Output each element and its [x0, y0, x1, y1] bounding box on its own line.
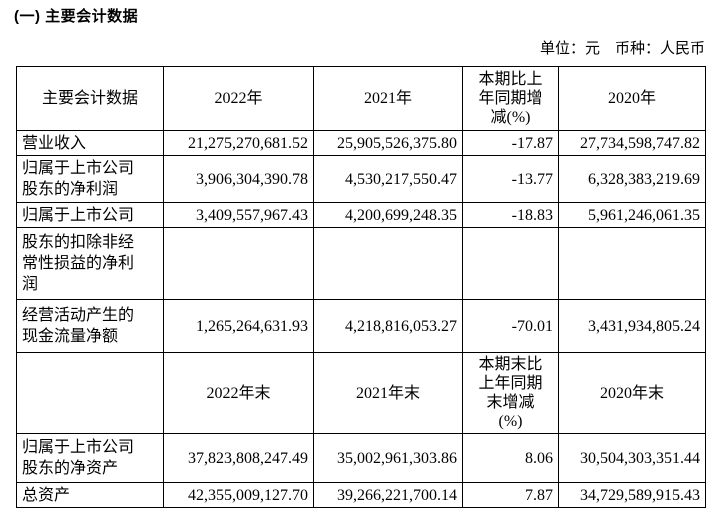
- cell-value: -18.83: [462, 202, 559, 228]
- cell-value: 4,200,699,248.35: [313, 202, 463, 228]
- cell-value: 30,504,303,351.44: [558, 433, 706, 483]
- cell-value: 42,355,009,127.70: [163, 482, 314, 508]
- header-yearend-2022: 2022年末: [163, 352, 314, 434]
- header-year-2021: 2021年: [313, 66, 463, 131]
- cell-value: 37,823,808,247.49: [163, 433, 314, 483]
- header-yoy-change-pct: 本期比上 年同期增 减(%): [462, 66, 559, 131]
- table-row-net-assets: 归属于上市公司 股东的净资产 37,823,808,247.49 35,002,…: [16, 433, 706, 483]
- cell-value: 25,905,526,375.80: [313, 130, 463, 156]
- table-header-annual: 主要会计数据 2022年 2021年 本期比上 年同期增 减(%) 2020年: [16, 66, 706, 131]
- cell-value: 27,734,598,747.82: [558, 130, 706, 156]
- row-label-operating-cashflow: 经营活动产生的 现金流量净额: [16, 299, 164, 353]
- cell-value: 8.06: [462, 433, 559, 483]
- key-accounting-data-table: 主要会计数据 2022年 2021年 本期比上 年同期增 减(%) 2020年 …: [16, 66, 706, 508]
- cell-value: 35,002,961,303.86: [313, 433, 463, 483]
- cell-value: 6,328,383,219.69: [558, 155, 706, 203]
- cell-value: [558, 227, 706, 300]
- header-yearend-change-pct: 本期末比 上年同期 末增减 (%): [462, 352, 559, 434]
- table-row-deducted-profit-values: 归属于上市公司 3,409,557,967.43 4,200,699,248.3…: [16, 202, 706, 228]
- table-row-revenue: 营业收入 21,275,270,681.52 25,905,526,375.80…: [16, 130, 706, 156]
- page-title: (一) 主要会计数据: [14, 8, 139, 25]
- document-page: (一) 主要会计数据 单位：元 币种：人民币 主要会计数据 2022年 2021…: [14, 7, 706, 508]
- header-year-2022: 2022年: [163, 66, 314, 131]
- cell-value: 3,431,934,805.24: [558, 299, 706, 353]
- header-metric-label: 主要会计数据: [16, 66, 164, 131]
- table-row-deducted-profit-label: 股东的扣除非经 常性损益的净利 润: [16, 227, 706, 300]
- cell-value: 21,275,270,681.52: [163, 130, 314, 156]
- table-header-yearend: 2022年末 2021年末 本期末比 上年同期 末增减 (%) 2020年末: [16, 352, 706, 434]
- row-label-net-assets: 归属于上市公司 股东的净资产: [16, 433, 164, 483]
- cell-value: 3,409,557,967.43: [163, 202, 314, 228]
- cell-value: [163, 227, 314, 300]
- cell-value: [313, 227, 463, 300]
- cell-value: -70.01: [462, 299, 559, 353]
- cell-value: [462, 227, 559, 300]
- cell-value: 39,266,221,700.14: [313, 482, 463, 508]
- table-row-net-profit: 归属于上市公司 股东的净利润 3,906,304,390.78 4,530,21…: [16, 155, 706, 203]
- row-label-total-assets: 总资产: [16, 482, 164, 508]
- header-yearend-2021: 2021年末: [313, 352, 463, 434]
- row-label-net-profit: 归属于上市公司 股东的净利润: [16, 155, 164, 203]
- cell-value: 7.87: [462, 482, 559, 508]
- row-label-listed-company: 归属于上市公司: [16, 202, 164, 228]
- cell-value: 3,906,304,390.78: [163, 155, 314, 203]
- header-year-2020: 2020年: [558, 66, 706, 131]
- cell-value: 34,729,589,915.43: [558, 482, 706, 508]
- cell-value: 5,961,246,061.35: [558, 202, 706, 228]
- header-yearend-2020: 2020年末: [558, 352, 706, 434]
- row-label-revenue: 营业收入: [16, 130, 164, 156]
- cell-value: -17.87: [462, 130, 559, 156]
- cell-value: 4,530,217,550.47: [313, 155, 463, 203]
- unit-note: 单位：元 币种：人民币: [539, 41, 705, 57]
- cell-value: 4,218,816,053.27: [313, 299, 463, 353]
- cell-value: -13.77: [462, 155, 559, 203]
- row-label-non-recurring: 股东的扣除非经 常性损益的净利 润: [16, 227, 164, 300]
- table-row-operating-cashflow: 经营活动产生的 现金流量净额 1,265,264,631.93 4,218,81…: [16, 299, 706, 353]
- cell-value: 1,265,264,631.93: [163, 299, 314, 353]
- header-blank: [16, 352, 164, 434]
- table-row-total-assets: 总资产 42,355,009,127.70 39,266,221,700.14 …: [16, 482, 706, 508]
